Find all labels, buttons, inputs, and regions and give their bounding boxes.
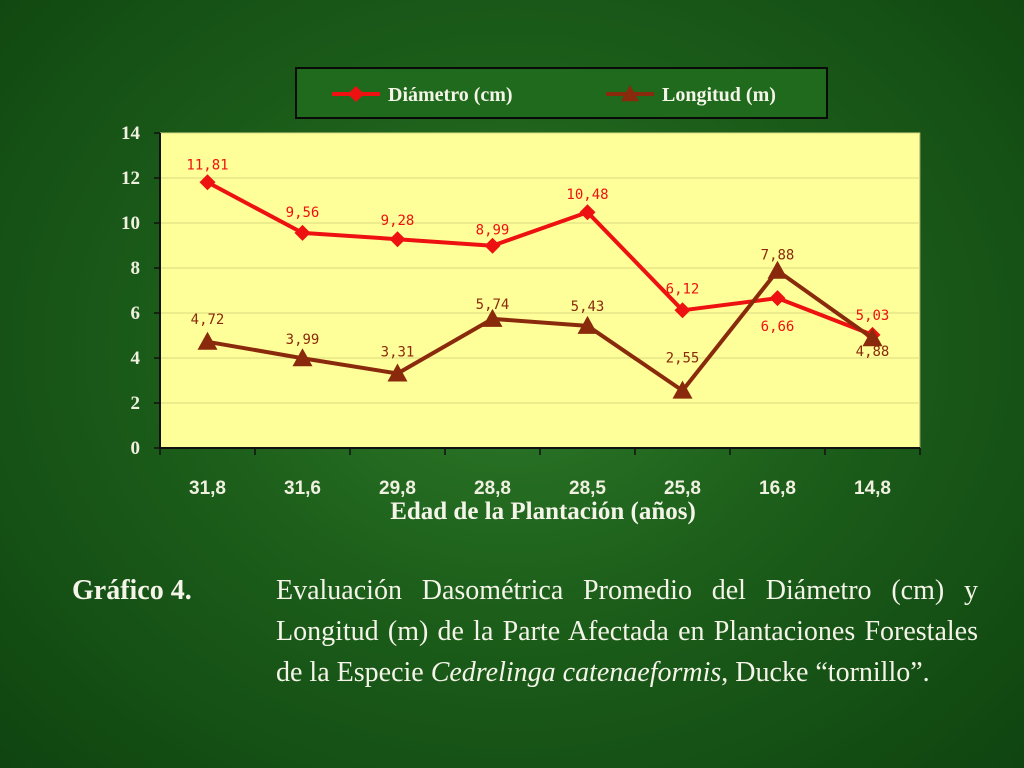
legend-label: Diámetro (cm) [388, 84, 513, 106]
y-tick-label: 12 [121, 168, 140, 189]
data-label: 5,43 [571, 299, 605, 315]
caption-body: Evaluación Dasométrica Promedio del Diám… [276, 570, 978, 693]
data-point-diamond [674, 302, 691, 319]
y-tick-label: 14 [121, 123, 141, 144]
caption-text: Evaluación Dasométrica Promedio del Diám… [276, 575, 978, 688]
data-label: 6,12 [666, 281, 700, 297]
y-tick-label: 4 [131, 348, 141, 369]
data-point-diamond [484, 237, 501, 254]
x-tick-label: 16,8 [759, 478, 796, 499]
data-label: 5,74 [476, 297, 510, 313]
plot-area [159, 132, 921, 449]
data-point-triangle [197, 331, 218, 350]
axes: 0 2 4 6 8 10 12 14 31,8 31,6 29,8 28,8 28,5 25,8 16,8 1… [121, 123, 921, 499]
data-point-triangle [767, 260, 788, 279]
data-point-diamond [294, 224, 311, 241]
data-label: 8,99 [476, 223, 510, 239]
y-tick-label: 8 [131, 258, 141, 279]
y-tick-label: 6 [131, 303, 141, 324]
x-tick-label: 14,8 [854, 478, 891, 499]
legend-marker [621, 85, 639, 102]
data-point-triangle [672, 380, 693, 399]
series-line [207, 268, 874, 393]
x-tick-label: 28,5 [569, 478, 606, 499]
data-labels: 11,81 9,56 9,28 8,99 10,48 6,12 6,66 5,03 4,72 3,… [186, 157, 889, 366]
data-label: 7,88 [761, 248, 795, 264]
x-axis-title: Edad de la Plantación (años) [390, 498, 696, 525]
caption-label: Gráfico 4. [72, 575, 192, 606]
x-tick-label: 28,8 [474, 478, 511, 499]
data-point-triangle [292, 348, 313, 367]
line-chart: 0 2 4 6 8 10 12 14 31,8 31,6 29,8 28,8 28,5 25,8 16,8 1… [121, 67, 921, 525]
data-label: 9,28 [381, 213, 415, 229]
series-line [206, 180, 874, 337]
data-label: 11,81 [186, 157, 228, 173]
data-point-diamond [389, 231, 406, 248]
data-label: 4,88 [856, 344, 890, 360]
data-point-triangle [577, 315, 598, 334]
data-point-triangle [482, 308, 503, 327]
data-label: 10,48 [566, 187, 608, 203]
y-tick-label: 2 [131, 393, 141, 414]
caption-species: Cedrelinga catenaeformis [430, 657, 722, 688]
y-tick-label: 10 [121, 213, 140, 234]
data-point-triangle [862, 328, 883, 347]
data-label: 3,99 [286, 332, 320, 348]
x-tick-label: 29,8 [379, 478, 416, 499]
data-point-diamond [199, 174, 216, 191]
data-point-diamond [579, 204, 596, 221]
data-label: 6,66 [761, 319, 795, 335]
series-layer [197, 174, 883, 399]
legend: Diámetro (cm) Longitud (m) [295, 67, 828, 119]
figure-caption: Gráfico 4. Evaluación Dasométrica Promed… [72, 570, 978, 693]
data-label: 4,72 [191, 312, 225, 328]
y-tick-label: 0 [131, 438, 141, 459]
legend-label: Longitud (m) [662, 84, 776, 106]
data-label: 2,55 [666, 351, 700, 367]
data-point-diamond [769, 290, 786, 307]
x-tick-label: 25,8 [664, 478, 701, 499]
data-label: 3,31 [381, 345, 415, 361]
data-label: 5,03 [856, 308, 890, 324]
legend-box [295, 67, 828, 119]
caption-text-end: , Ducke “tornillo”. [721, 657, 930, 688]
x-tick-label: 31,6 [284, 478, 321, 499]
data-point-triangle [387, 363, 408, 382]
legend-marker [348, 86, 364, 102]
x-tick-label: 31,8 [189, 478, 226, 499]
data-label: 9,56 [286, 205, 320, 221]
